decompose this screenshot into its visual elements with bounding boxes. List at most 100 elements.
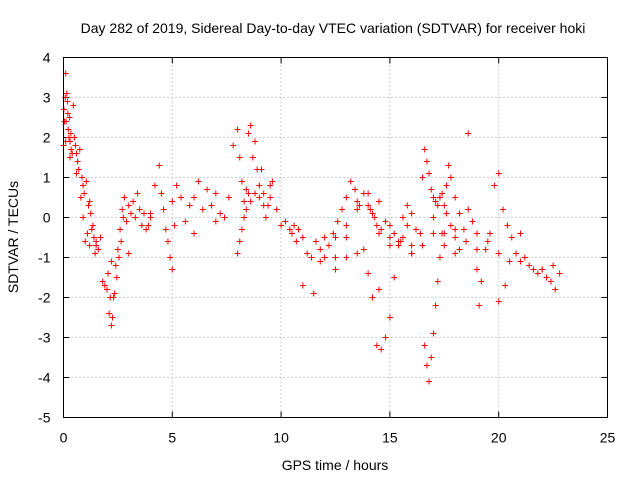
data-point xyxy=(419,174,426,181)
data-point xyxy=(63,118,70,125)
data-point xyxy=(378,226,385,233)
data-point xyxy=(343,194,350,201)
data-point xyxy=(81,190,88,197)
data-point xyxy=(439,230,446,237)
data-point xyxy=(118,238,125,245)
data-point xyxy=(249,154,256,161)
data-point xyxy=(547,278,554,285)
data-point xyxy=(88,226,95,233)
data-point xyxy=(93,242,100,249)
data-point xyxy=(295,226,302,233)
data-point xyxy=(143,226,150,233)
data-point xyxy=(465,206,472,213)
data-point xyxy=(386,222,393,229)
data-point xyxy=(441,202,448,209)
y-tick-label: -2 xyxy=(38,290,51,306)
data-point xyxy=(293,238,300,245)
data-point xyxy=(550,262,557,269)
data-point xyxy=(339,206,346,213)
data-point xyxy=(360,246,367,253)
data-point xyxy=(376,286,383,293)
data-point xyxy=(260,202,267,209)
data-point xyxy=(367,206,374,213)
data-point xyxy=(156,162,163,169)
data-point xyxy=(334,218,341,225)
data-point xyxy=(236,238,243,245)
data-point xyxy=(104,286,111,293)
data-point xyxy=(473,230,480,237)
data-point xyxy=(90,234,97,241)
data-point xyxy=(395,242,402,249)
data-point xyxy=(73,170,80,177)
data-point xyxy=(70,102,77,109)
data-point xyxy=(421,146,428,153)
data-point xyxy=(365,270,372,277)
data-point xyxy=(212,218,219,225)
data-point xyxy=(87,210,94,217)
data-point xyxy=(517,230,524,237)
data-point xyxy=(169,266,176,273)
data-point xyxy=(80,214,87,221)
data-point xyxy=(439,190,446,197)
data-point xyxy=(123,218,130,225)
data-point xyxy=(312,238,319,245)
plot-frame xyxy=(63,57,608,418)
data-point xyxy=(526,262,533,269)
data-point xyxy=(321,254,328,261)
data-point xyxy=(267,182,274,189)
data-point xyxy=(386,242,393,249)
data-point xyxy=(408,210,415,217)
data-point xyxy=(212,190,219,197)
data-point xyxy=(109,314,116,321)
data-point xyxy=(491,182,498,189)
x-tick-label: 5 xyxy=(168,430,176,446)
data-point xyxy=(77,194,84,201)
data-point xyxy=(158,190,165,197)
data-point xyxy=(74,158,81,165)
data-point xyxy=(247,198,254,205)
data-point xyxy=(556,270,563,277)
data-point xyxy=(428,186,435,193)
data-point xyxy=(452,234,459,241)
data-point xyxy=(243,206,250,213)
data-point xyxy=(352,186,359,193)
data-point xyxy=(413,226,420,233)
data-point xyxy=(354,250,361,257)
data-point xyxy=(64,110,71,117)
data-point xyxy=(426,378,433,385)
data-point xyxy=(247,122,254,129)
data-point xyxy=(269,178,276,185)
data-point xyxy=(106,310,113,317)
data-point xyxy=(443,182,450,189)
data-point xyxy=(204,186,211,193)
data-point xyxy=(365,190,372,197)
data-point xyxy=(332,266,339,273)
data-point xyxy=(82,238,89,245)
data-point xyxy=(162,226,169,233)
data-point xyxy=(145,222,152,229)
data-point xyxy=(421,342,428,349)
data-point xyxy=(101,282,108,289)
data-point xyxy=(330,230,337,237)
y-tick-label: 2 xyxy=(43,130,51,146)
data-point xyxy=(482,246,489,253)
data-point xyxy=(67,130,74,137)
data-point xyxy=(113,274,120,281)
y-tick-label: -5 xyxy=(38,410,51,426)
data-point xyxy=(399,234,406,241)
data-point xyxy=(80,182,87,189)
data-point xyxy=(67,154,74,161)
data-point xyxy=(502,282,509,289)
data-point xyxy=(245,130,252,137)
data-point xyxy=(256,194,263,201)
data-point xyxy=(262,214,269,221)
data-point xyxy=(141,210,148,217)
data-point xyxy=(513,250,520,257)
data-point xyxy=(108,258,115,265)
data-point xyxy=(447,222,454,229)
data-point xyxy=(245,190,252,197)
data-point xyxy=(199,206,206,213)
data-point xyxy=(428,354,435,361)
data-point xyxy=(251,138,258,145)
data-point xyxy=(72,142,79,149)
